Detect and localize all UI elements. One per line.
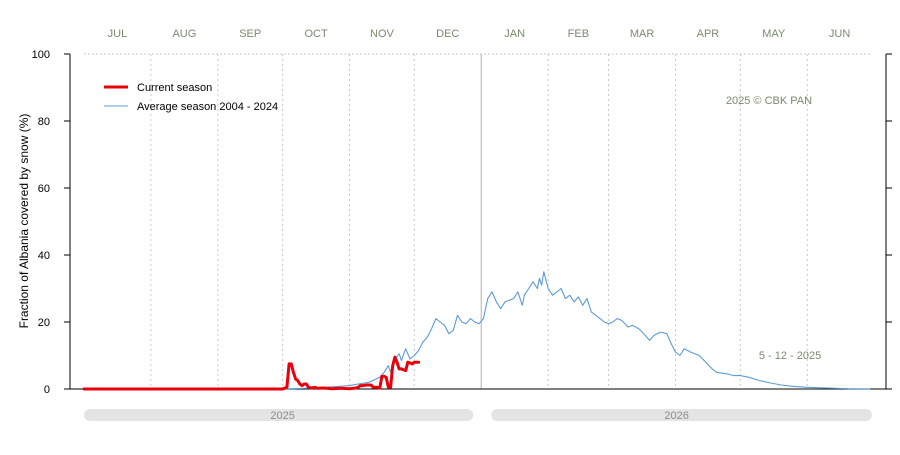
date-label: 5 - 12 - 2025	[759, 350, 821, 362]
y-tick-label: 40	[38, 250, 50, 262]
month-label: JUL	[108, 28, 128, 40]
y-tick-label: 80	[38, 116, 50, 128]
month-label: NOV	[370, 28, 395, 40]
year-bar	[491, 409, 872, 421]
month-label: JUN	[829, 28, 850, 40]
month-label: AUG	[172, 28, 196, 40]
series-layer	[82, 271, 871, 391]
legend: Current season Average season 2004 - 2024	[104, 82, 278, 113]
series-line-current-season	[82, 355, 421, 391]
grid	[84, 53, 872, 389]
y-tick-label: 20	[38, 317, 50, 329]
month-label: MAR	[630, 28, 655, 40]
month-label: SEP	[239, 28, 261, 40]
month-label: OCT	[304, 28, 328, 40]
month-label: DEC	[436, 28, 459, 40]
month-label: FEB	[568, 28, 589, 40]
y-tick-label: 100	[32, 49, 50, 61]
axes: JUL AUG SEP OCT NOV DEC JAN FEB MAR APR MAY JUN 0 20 4…	[32, 28, 892, 396]
legend-label: Average season 2004 - 2024	[137, 101, 278, 113]
year-bar-label: 2026	[664, 410, 688, 422]
y-tick-label: 0	[44, 384, 50, 396]
year-bar	[84, 409, 474, 421]
year-bar-label: 2025	[270, 410, 294, 422]
y-axis-label: Fraction of Albania covered by snow (%)	[17, 114, 31, 329]
month-label: MAY	[762, 28, 786, 40]
y-tick-label: 60	[38, 183, 50, 195]
month-label: APR	[697, 28, 720, 40]
series-line-average-season	[83, 271, 871, 390]
year-bars: 2025 2026	[84, 409, 872, 422]
month-label: JAN	[504, 28, 525, 40]
credit-text: 2025 © CBK PAN	[726, 95, 812, 107]
legend-label: Current season	[137, 82, 212, 94]
